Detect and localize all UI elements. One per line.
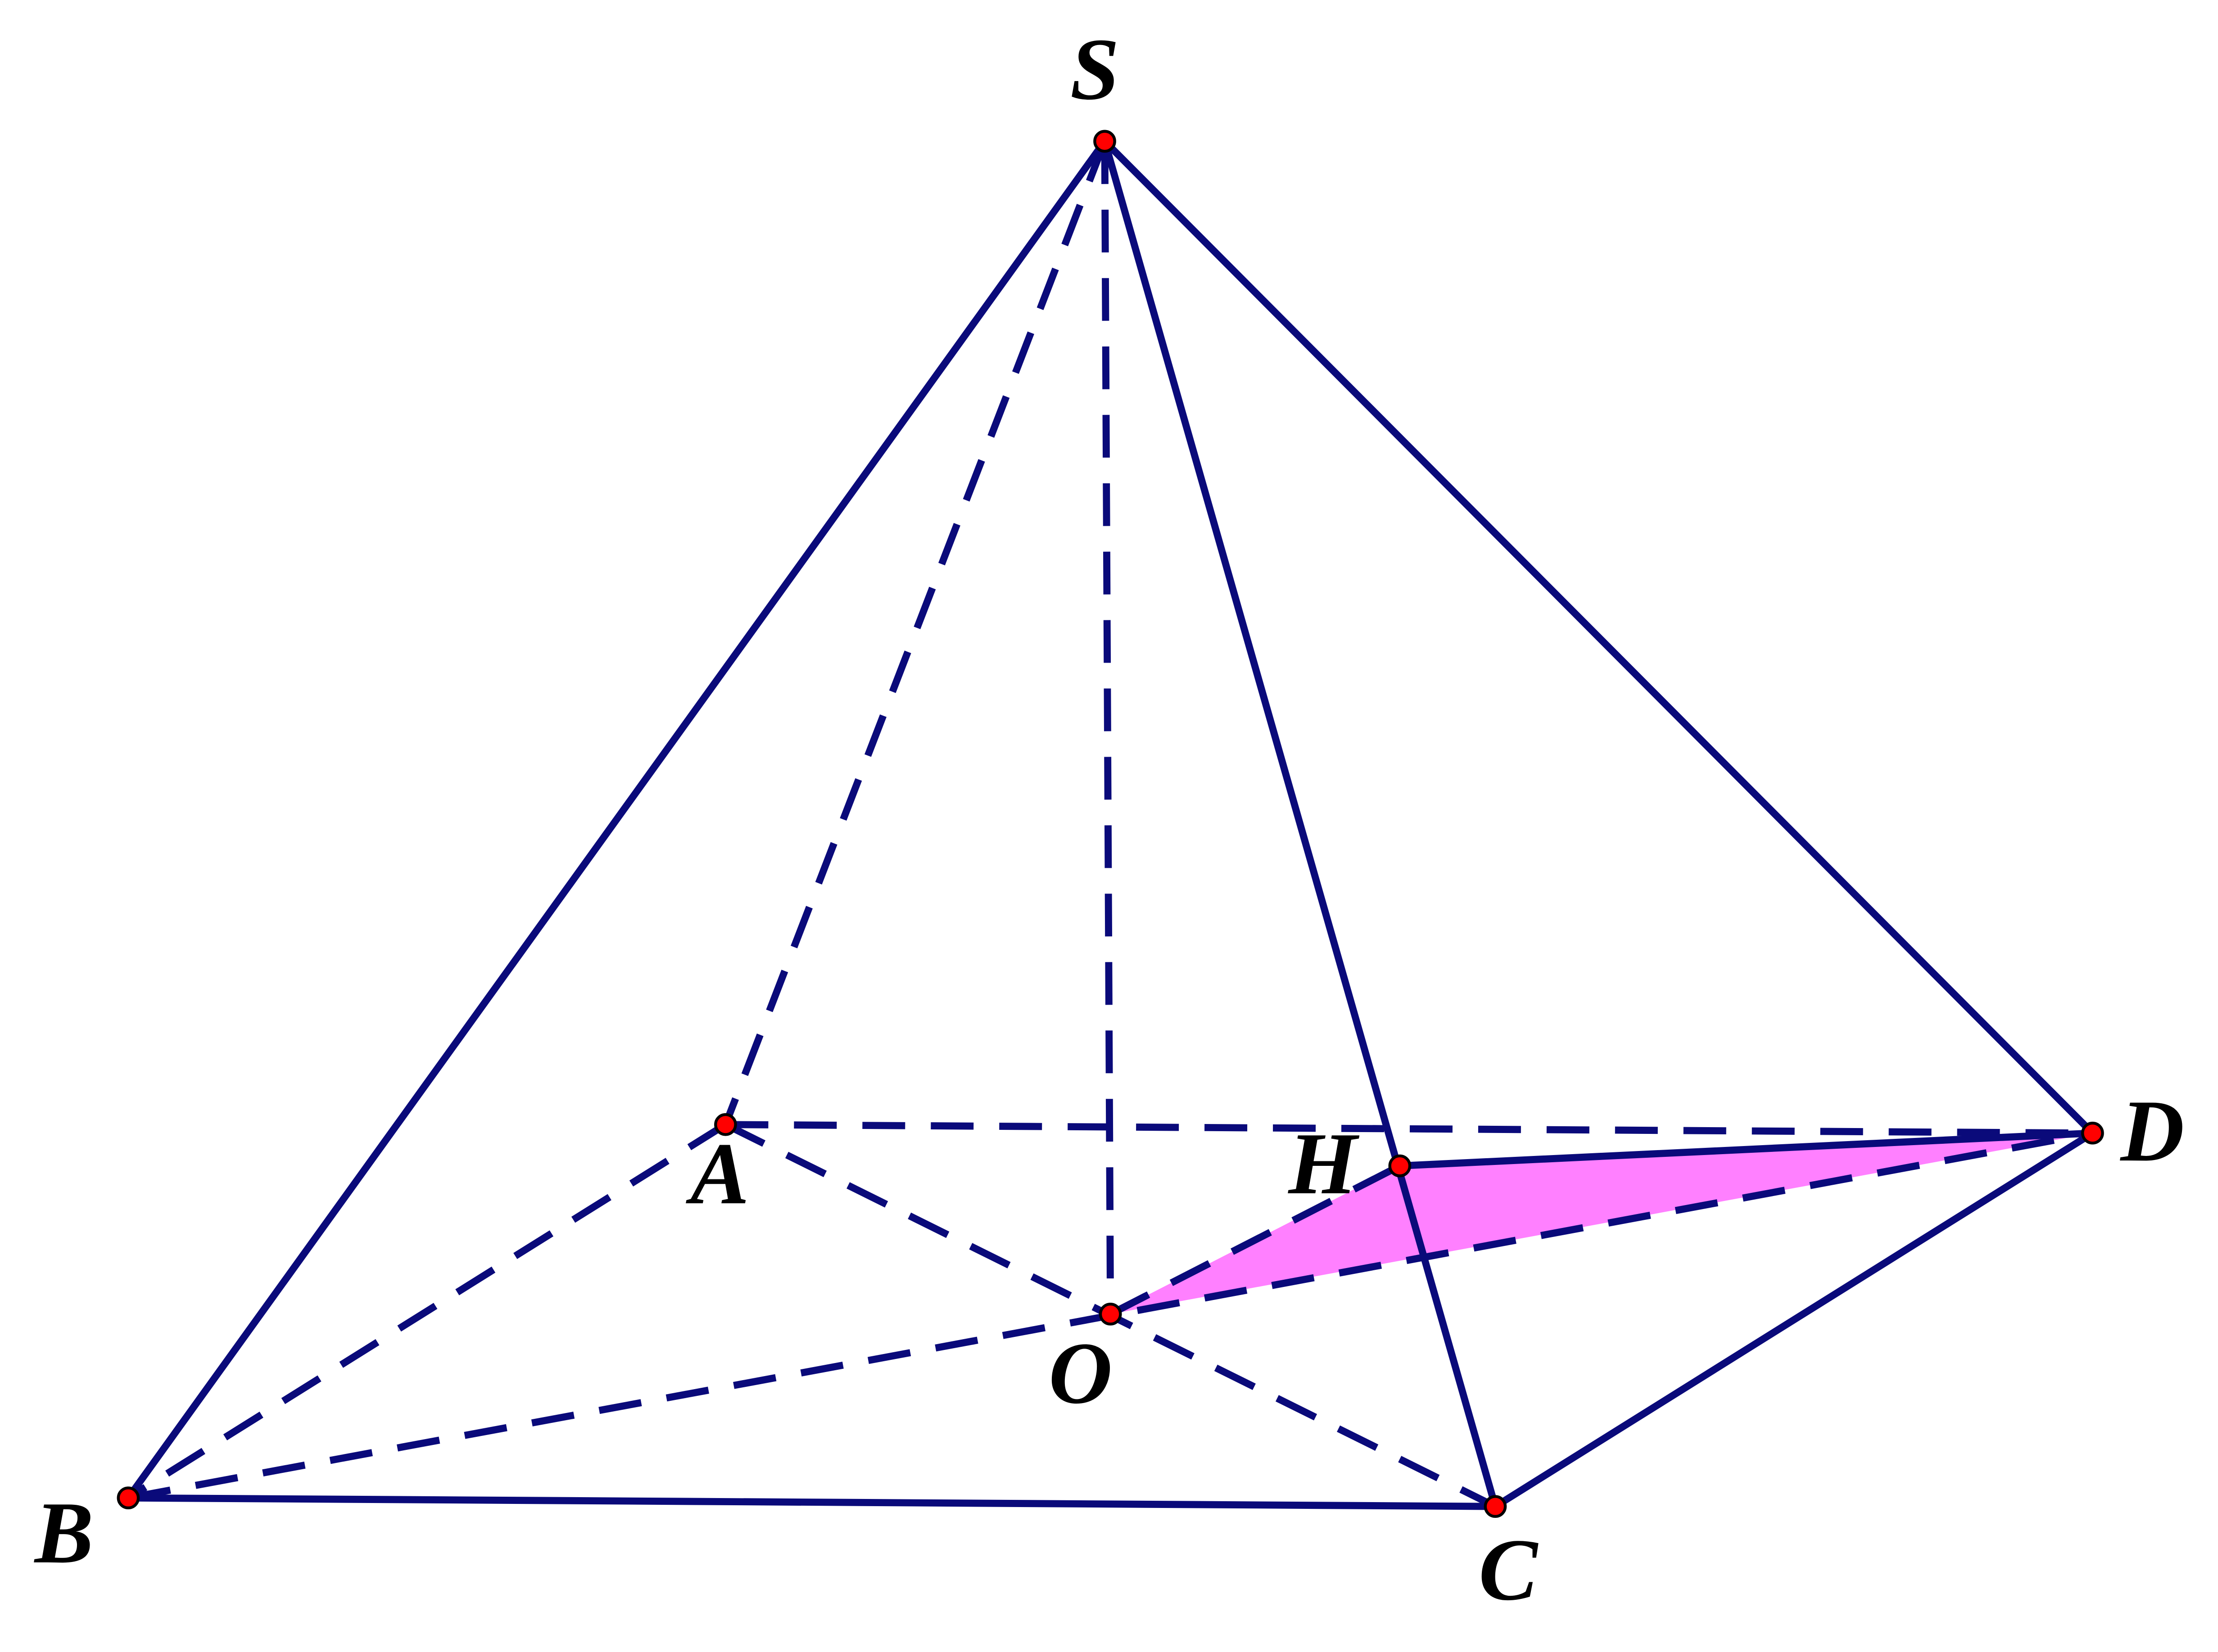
point (1484, 1495, 1507, 1518)
edge-ad (725, 1121, 2093, 1137)
point (117, 1486, 140, 1510)
label-h: H (1288, 1115, 1360, 1213)
point (1093, 130, 1116, 153)
height-so (1101, 141, 1114, 1314)
edge-sd (1102, 139, 2096, 1136)
edge-ab (126, 1121, 728, 1501)
label-b: B (34, 1484, 94, 1582)
edge-sb (125, 139, 1108, 1500)
point (1388, 1154, 1412, 1178)
segment-hd (1399, 1129, 2093, 1169)
point (2081, 1121, 2104, 1145)
label-a: A (685, 1125, 749, 1223)
label-d: D (2119, 1082, 2184, 1180)
edge-sa (722, 140, 1108, 1126)
label-c: C (1479, 1521, 1539, 1619)
segment-oh (1109, 1163, 1402, 1318)
label-s: S (1070, 21, 1119, 118)
edge-cd (1493, 1130, 2095, 1510)
label-o: O (1049, 1324, 1113, 1422)
point (714, 1113, 737, 1136)
point (1099, 1302, 1122, 1326)
edge-bc (128, 1494, 1495, 1510)
edge-sc (1101, 140, 1499, 1508)
